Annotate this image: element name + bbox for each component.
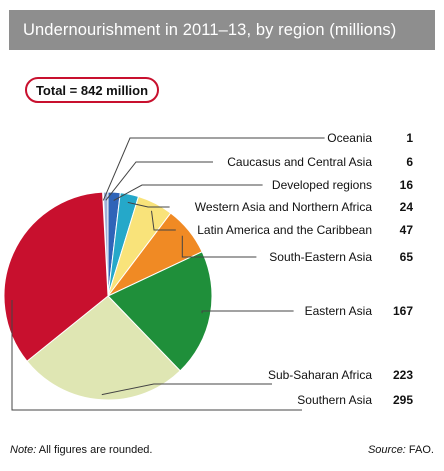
- slice-value: 16: [400, 178, 414, 192]
- source-prefix: Source:: [367, 444, 406, 456]
- slice-value: 1: [406, 131, 413, 145]
- chart-title: Undernourishment in 2011–13, by region (…: [23, 20, 397, 39]
- pie-slice-sub-saharan-africa: [26, 295, 181, 401]
- pie-slice-southern-asia: [3, 191, 109, 362]
- slice-value: 223: [393, 368, 413, 382]
- slice-value: 47: [400, 223, 414, 237]
- chart-title-bar: Undernourishment in 2011–13, by region (…: [9, 10, 435, 50]
- slice-value: 24: [400, 200, 414, 214]
- slice-label: Oceania: [327, 131, 372, 145]
- slice-label: Sub-Saharan Africa: [268, 368, 372, 382]
- leader-line: [11, 300, 302, 411]
- slice-label: Developed regions: [272, 178, 372, 192]
- footer-note: Note: All figures are rounded.: [10, 444, 152, 456]
- slice-label: Western Asia and Northern Africa: [195, 200, 373, 214]
- leader-line: [181, 235, 257, 258]
- leader-line: [105, 161, 213, 201]
- pie-slice-eastern-asia: [107, 251, 213, 372]
- leader-line: [201, 310, 294, 314]
- slice-label: Caucasus and Central Asia: [227, 155, 372, 169]
- note-prefix: Note:: [10, 444, 37, 456]
- slice-value: 295: [393, 393, 413, 407]
- total-badge: Total = 842 million: [25, 77, 159, 103]
- slice-label: Eastern Asia: [305, 304, 373, 318]
- slice-label: Latin America and the Caribbean: [197, 223, 372, 237]
- slice-value: 65: [400, 250, 414, 264]
- leader-line: [127, 201, 170, 208]
- note-text: All figures are rounded.: [36, 444, 153, 456]
- source-text: FAO.: [405, 444, 434, 456]
- leader-line: [102, 137, 325, 201]
- slice-label: South-Eastern Asia: [269, 250, 372, 264]
- leader-line: [151, 210, 176, 231]
- slice-value: 167: [393, 304, 413, 318]
- leader-line: [113, 184, 263, 201]
- slice-label: Southern Asia: [297, 393, 372, 407]
- leader-line: [101, 383, 272, 396]
- footer-source: Source: FAO.: [368, 444, 434, 456]
- slice-value: 6: [406, 155, 413, 169]
